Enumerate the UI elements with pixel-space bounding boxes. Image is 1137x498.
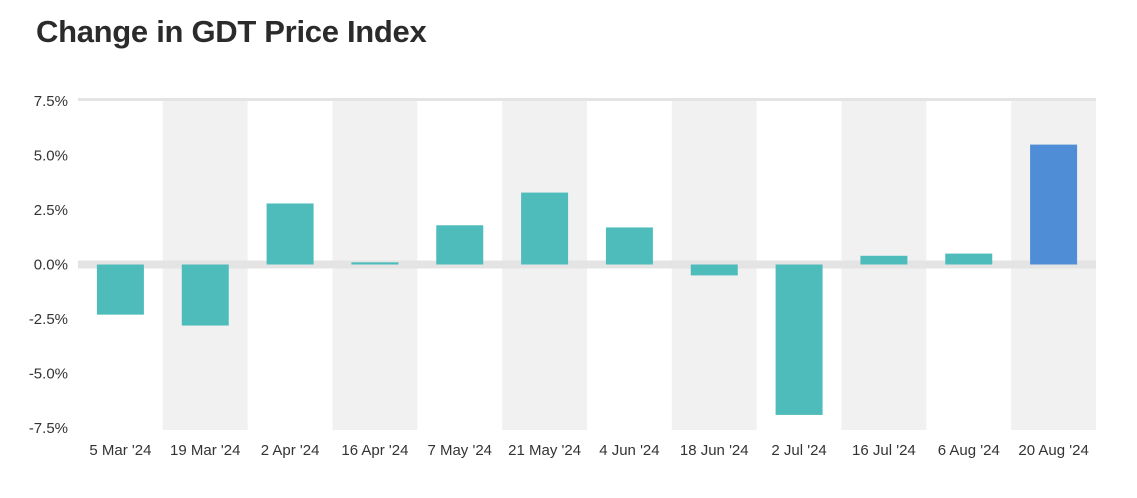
y-tick-label: 7.5% (34, 93, 68, 110)
x-axis: 5 Mar '24 19 Mar '24 2 Apr '24 16 Apr '24 7 … (89, 442, 1088, 459)
x-tick-label: 7 May '24 (427, 442, 492, 459)
x-tick-label: 5 Mar '24 (89, 442, 151, 459)
y-tick-label: -2.5% (29, 311, 68, 328)
x-tick-label: 20 Aug '24 (1018, 442, 1088, 459)
bar-20-aug-24 (1030, 144, 1078, 265)
x-tick-label: 4 Jun '24 (599, 442, 659, 459)
bar-4-jun-24 (605, 227, 653, 265)
bar-2-jul-24 (775, 264, 823, 415)
bar-6-aug-24 (945, 253, 993, 265)
x-tick-label: 16 Jul '24 (852, 442, 916, 459)
x-tick-label: 18 Jun '24 (680, 442, 749, 459)
x-tick-label: 2 Jul '24 (771, 442, 826, 459)
chart-title: Change in GDT Price Index (36, 14, 427, 49)
y-tick-label: 0.0% (34, 257, 68, 274)
x-tick-label: 19 Mar '24 (170, 442, 240, 459)
y-tick-label: 2.5% (34, 202, 68, 219)
zero-line (78, 98, 1096, 269)
bar-16-jul-24 (860, 255, 908, 265)
bar-5-mar-24 (96, 264, 144, 315)
bar-16-apr-24 (351, 262, 399, 265)
x-tick-label: 16 Apr '24 (341, 442, 408, 459)
x-tick-label: 21 May '24 (508, 442, 581, 459)
y-tick-label: -7.5% (29, 420, 68, 437)
top-line (78, 98, 1096, 101)
bar-21-may-24 (521, 192, 569, 265)
bar-19-mar-24 (181, 264, 229, 326)
y-tick-label: -5.0% (29, 366, 68, 383)
x-tick-label: 6 Aug '24 (938, 442, 1000, 459)
bar-18-jun-24 (690, 264, 738, 276)
bar-7-may-24 (436, 225, 484, 265)
y-tick-label: 5.0% (34, 148, 68, 165)
bars (96, 144, 1078, 415)
bar-2-apr-24 (266, 203, 314, 265)
y-axis: 7.5% 5.0% 2.5% 0.0% -2.5% -5.0% -7.5% (29, 93, 68, 437)
zero-line-band (78, 260, 1096, 269)
x-tick-label: 2 Apr '24 (261, 442, 320, 459)
